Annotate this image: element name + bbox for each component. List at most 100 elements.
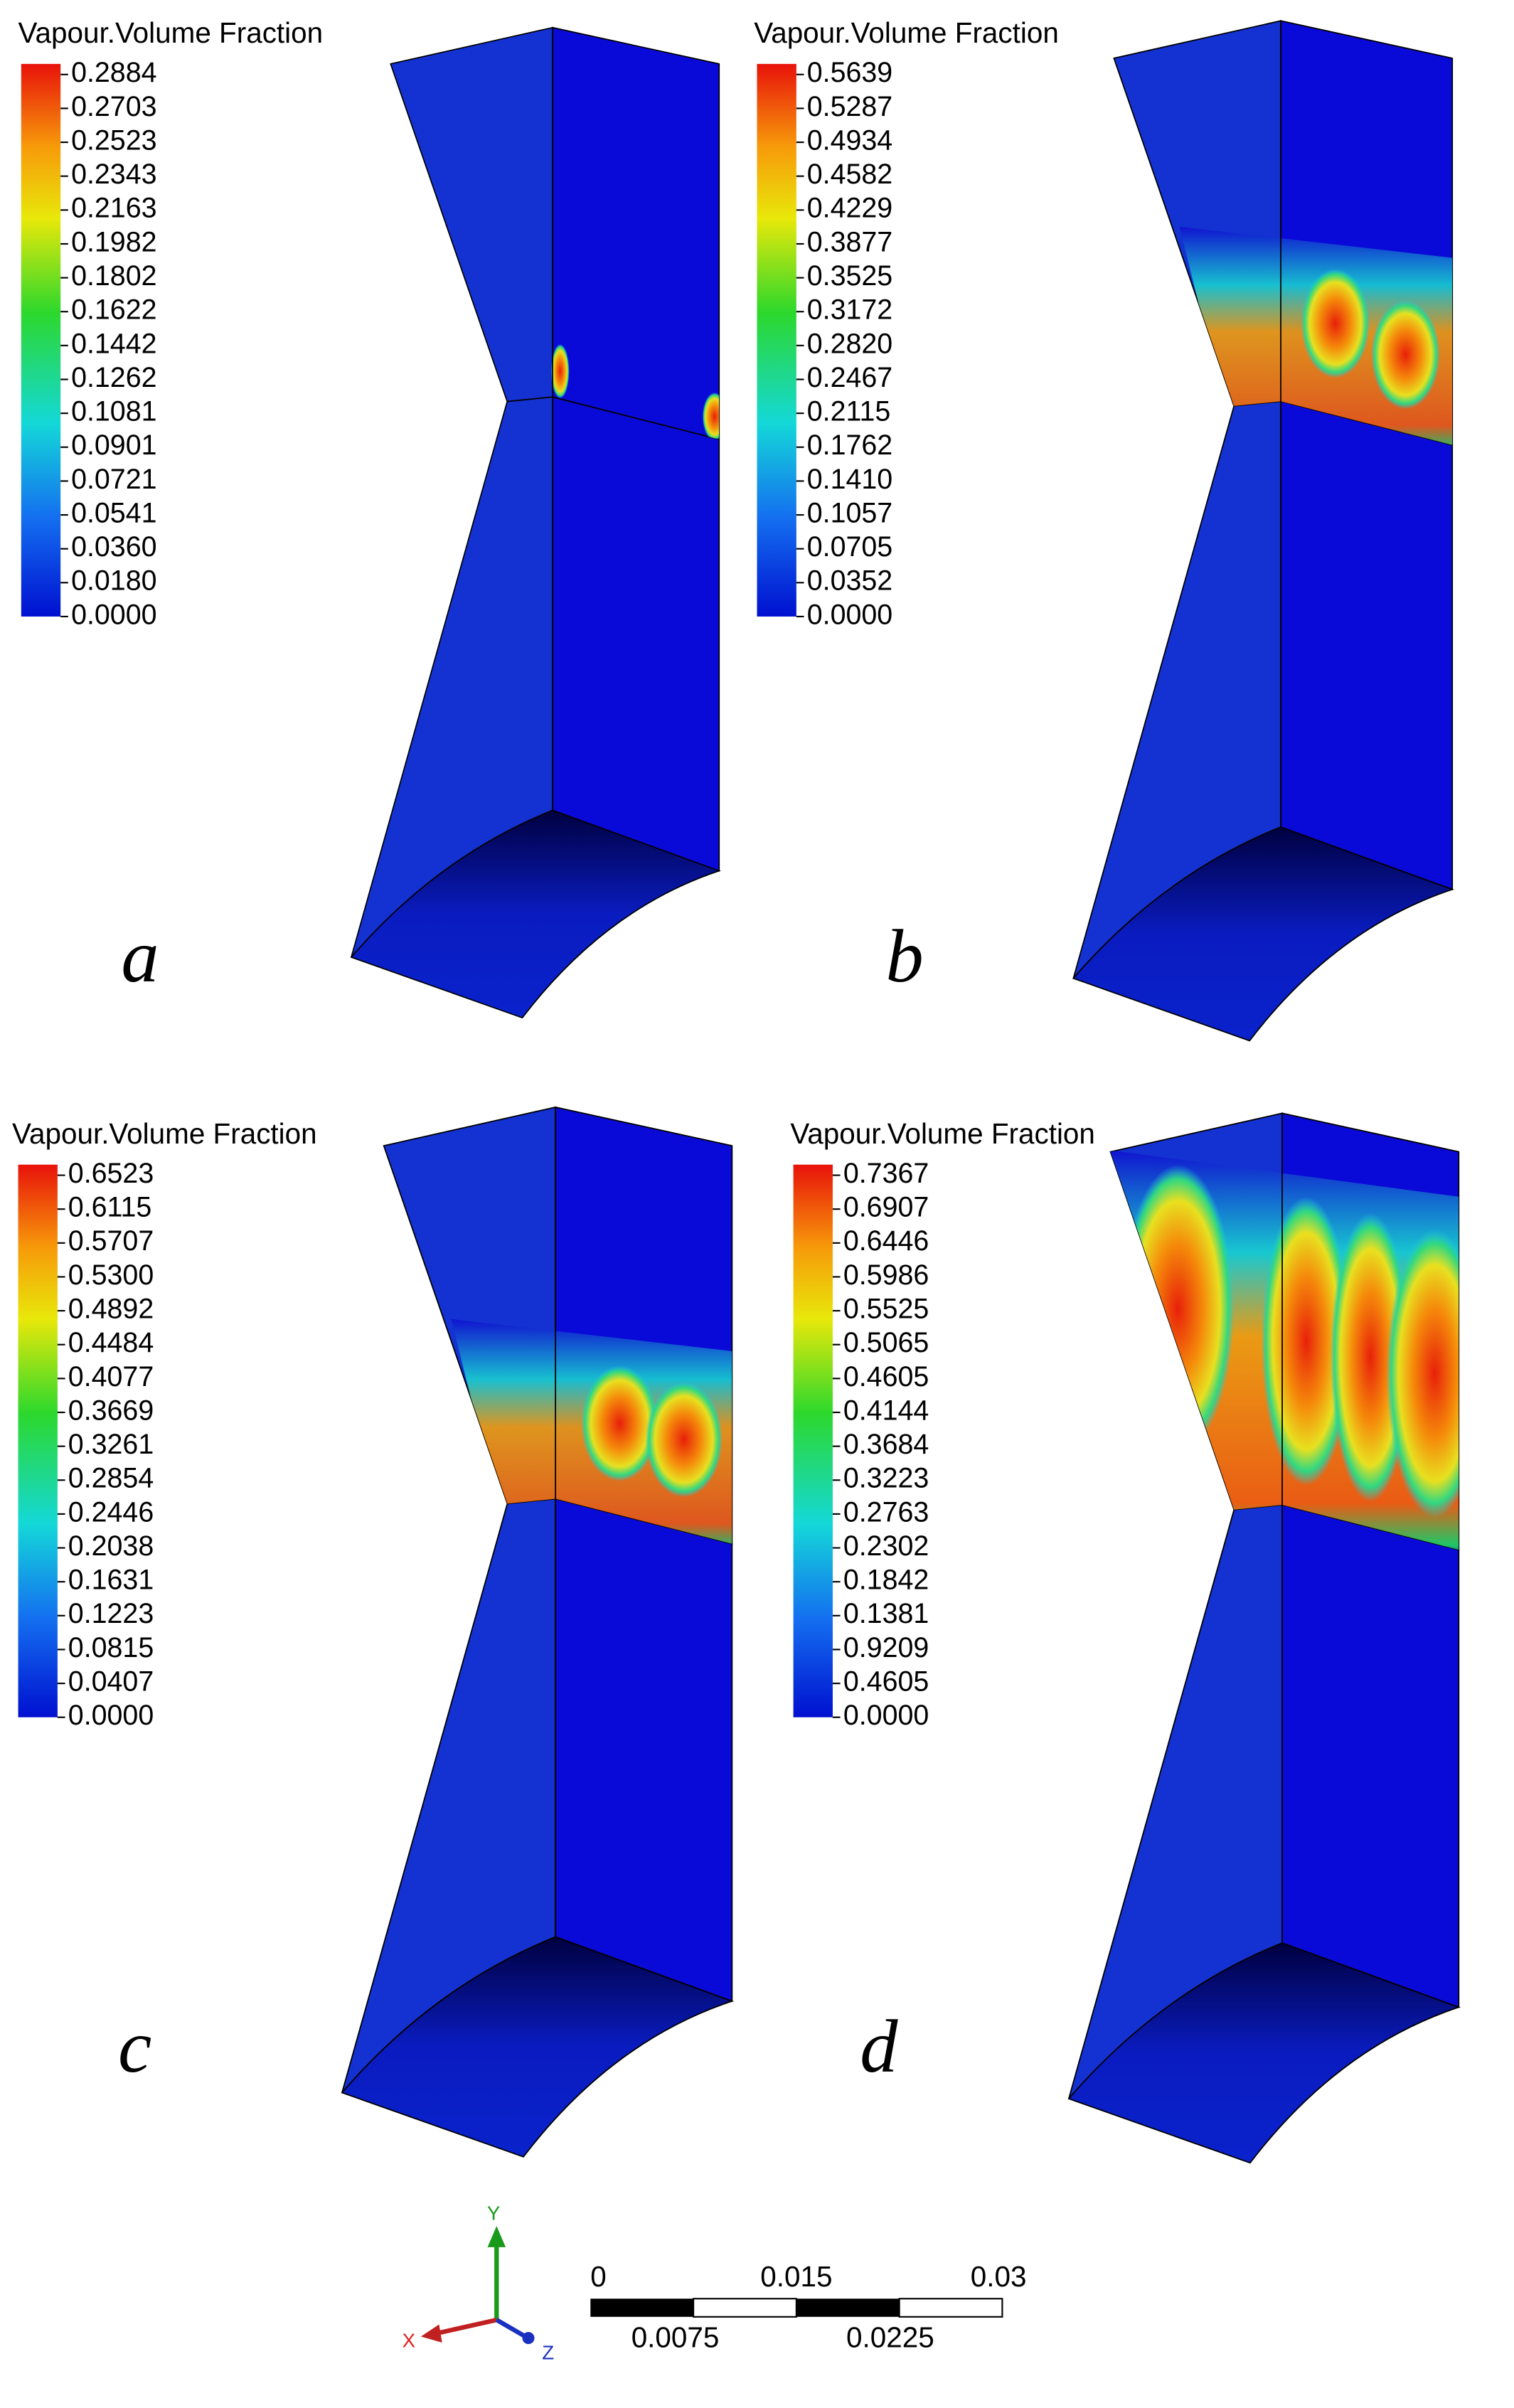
colorbar — [757, 63, 796, 617]
tick-label: 0.5639 — [807, 57, 892, 88]
render — [341, 1106, 735, 2158]
face — [1280, 400, 1454, 890]
contour — [1110, 1149, 1459, 1550]
face — [552, 396, 720, 872]
axis-label: X — [403, 2329, 415, 2351]
face — [390, 26, 553, 403]
face — [350, 809, 721, 1019]
tick-label: 0.2523 — [71, 124, 156, 156]
scale-label: 0.03 — [971, 2260, 1027, 2293]
axis-label: Z — [542, 2341, 554, 2363]
tick-label: 0.4605 — [843, 1361, 929, 1392]
tick-label: 0.2703 — [71, 91, 156, 122]
tick-label: 0.0180 — [71, 565, 156, 597]
tick-label: 0.3223 — [843, 1463, 929, 1494]
tick-label: 0.5986 — [843, 1259, 929, 1291]
hotspot — [1121, 265, 1159, 360]
tick-label: 0.0705 — [807, 531, 892, 563]
legend-title: Vapour.Volume Fraction — [18, 16, 324, 49]
axis-label: Y — [487, 2202, 500, 2225]
scale-label: 0.015 — [760, 2260, 832, 2293]
tick-label: 0.6115 — [68, 1192, 152, 1223]
tick-label: 0.1442 — [71, 328, 156, 359]
tick-label: 0.1057 — [807, 497, 892, 528]
tick-label: 0.5300 — [68, 1259, 154, 1291]
face — [1067, 1942, 1461, 2164]
scale-label: 0.0225 — [846, 2321, 934, 2353]
panel-label: c — [118, 2005, 151, 2089]
hotspot — [1386, 1228, 1459, 1518]
tick-label: 0.1802 — [71, 260, 156, 292]
tick-label: 0.1762 — [807, 430, 892, 461]
contour — [451, 1318, 732, 1544]
legend-title: Vapour.Volume Fraction — [12, 1117, 317, 1150]
tick-label: 0.2038 — [68, 1530, 154, 1562]
hotspot — [645, 1381, 723, 1498]
tick-label: 0.0541 — [71, 497, 156, 528]
tick-label: 0.4934 — [807, 124, 892, 156]
tick-label: 0.1262 — [71, 362, 156, 393]
contour — [550, 343, 720, 439]
scale-label: 0.0075 — [631, 2321, 720, 2353]
tick-label: 0.2820 — [807, 328, 892, 359]
scale-label: 0 — [590, 2260, 607, 2293]
tick-label: 0.0407 — [68, 1666, 154, 1698]
tick-label: 0.1622 — [71, 294, 156, 326]
axis-triad: Y X Z — [403, 2202, 555, 2364]
tick-label: 0.1631 — [68, 1565, 154, 1596]
tick-label: 0.2854 — [68, 1463, 154, 1494]
scale-bar: 0 0.015 0.03 0.0075 0.0225 — [590, 2260, 1026, 2353]
tick-label: 0.2302 — [843, 1530, 929, 1562]
hotspot — [702, 392, 720, 439]
tick-label: 0.3877 — [807, 226, 892, 257]
colorbar — [21, 63, 61, 617]
hotspot — [1121, 1164, 1235, 1454]
tick-label: 0.7367 — [843, 1158, 929, 1189]
face — [552, 26, 720, 440]
tick-label: 0.4229 — [807, 193, 892, 224]
hotspot — [1261, 1196, 1352, 1486]
tick-label: 0.0360 — [71, 531, 156, 563]
tick-label: 0.0901 — [71, 430, 156, 461]
tick-label: 0.1081 — [71, 396, 156, 427]
face — [341, 1936, 735, 2158]
panel-label: b — [885, 915, 923, 998]
tick-label: 0.3261 — [68, 1429, 154, 1460]
tick-label: 0.2115 — [807, 396, 891, 427]
tick-label: 0.1410 — [807, 464, 892, 495]
tick-label: 0.2163 — [71, 193, 156, 224]
tick-label: 0.5707 — [68, 1225, 154, 1257]
tick-label: 0.0352 — [807, 565, 892, 597]
tick-label: 0.3525 — [807, 260, 892, 292]
tick-label: 0.6907 — [843, 1192, 929, 1223]
tick-label: 0.3172 — [807, 294, 892, 326]
legends: Vapour.Volume Fraction 0.28840.27030.2523… — [12, 16, 1095, 2089]
panel-label: a — [121, 915, 159, 998]
hotspot — [550, 343, 570, 399]
tick-label: 0.5287 — [807, 91, 892, 122]
tick-label: 0.0721 — [71, 464, 156, 495]
tick-label: 0.0000 — [68, 1700, 154, 1731]
render — [1067, 1112, 1461, 2164]
tick-label: 0.1223 — [68, 1598, 154, 1629]
tick-label: 0.1842 — [843, 1565, 929, 1596]
tick-label: 0.1381 — [843, 1598, 929, 1629]
tick-label: 0.4605 — [843, 1666, 929, 1698]
tick-label: 0.1982 — [71, 226, 156, 257]
tick-label: 0.3669 — [68, 1395, 154, 1426]
panel-label: d — [860, 2005, 898, 2089]
face — [1072, 826, 1454, 1042]
tick-label: 0.5065 — [843, 1327, 929, 1358]
render — [1072, 20, 1454, 1042]
tick-label: 0.9209 — [843, 1632, 929, 1663]
tick-label: 0.4582 — [807, 159, 892, 190]
tick-label: 0.0000 — [71, 599, 156, 630]
face — [555, 1498, 733, 2003]
tick-label: 0.4484 — [68, 1327, 154, 1358]
face — [1281, 1503, 1460, 2008]
tick-label: 0.0000 — [843, 1700, 929, 1731]
colorbar — [793, 1164, 833, 1717]
renders — [341, 20, 1461, 2164]
